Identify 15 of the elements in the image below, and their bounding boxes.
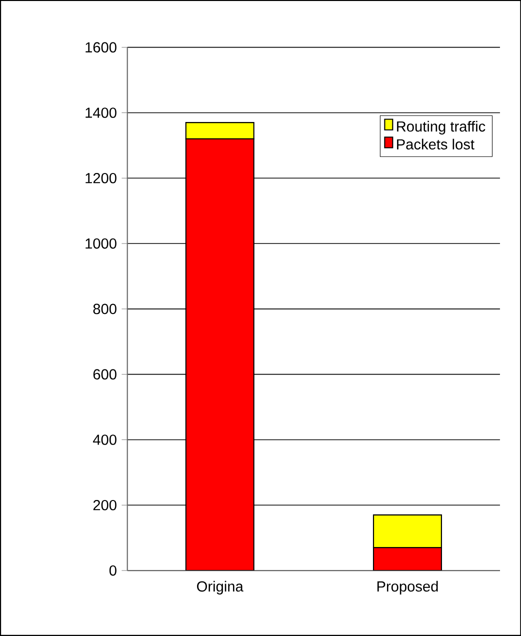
legend-label: Packets lost xyxy=(396,138,474,150)
y-tick-label: 400 xyxy=(92,434,116,445)
y-tick-label: 200 xyxy=(93,500,116,510)
y-tick-label: 1400 xyxy=(86,108,116,118)
x-tick-label: Origina xyxy=(196,580,244,594)
x-tick-label: Proposed xyxy=(377,580,438,594)
bar xyxy=(372,547,442,571)
bar xyxy=(185,138,254,571)
y-tick-label: 600 xyxy=(93,369,116,380)
y-tick-label: 1000 xyxy=(86,238,116,249)
y-tick-label: 1600 xyxy=(86,42,116,53)
y-tick-label: 0 xyxy=(109,565,116,576)
y-tick-label: 1200 xyxy=(86,172,116,184)
legend-label: Routing traffic xyxy=(396,120,486,135)
y-tick-label: 800 xyxy=(93,304,116,314)
